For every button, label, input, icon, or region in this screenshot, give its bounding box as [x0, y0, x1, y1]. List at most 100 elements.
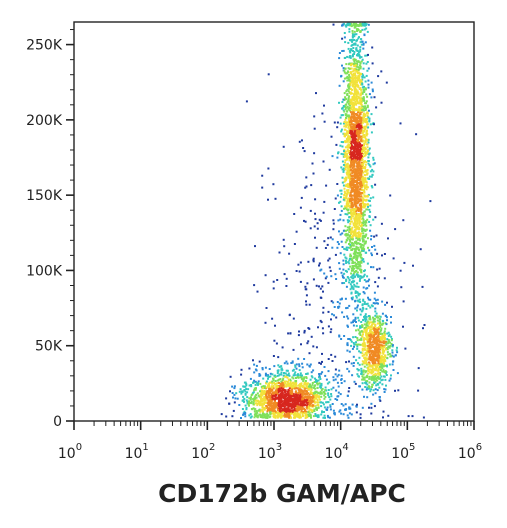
data-point — [330, 300, 333, 303]
data-point — [380, 70, 383, 73]
data-point — [278, 407, 281, 410]
data-point — [244, 404, 247, 407]
data-point — [352, 355, 355, 358]
data-point — [358, 220, 361, 223]
data-point — [386, 364, 388, 367]
data-point — [360, 212, 363, 215]
data-point — [349, 91, 352, 94]
data-point — [314, 394, 317, 397]
data-point — [363, 229, 366, 232]
data-point — [297, 392, 300, 395]
data-point — [306, 383, 309, 386]
data-point — [353, 345, 355, 348]
data-point — [250, 402, 253, 405]
data-point — [380, 341, 383, 344]
data-point — [352, 364, 355, 367]
data-point — [367, 368, 370, 371]
data-point — [348, 259, 351, 262]
data-point — [369, 318, 372, 321]
data-point — [336, 395, 339, 398]
data-point — [347, 390, 350, 393]
data-point — [284, 391, 287, 394]
data-point — [310, 388, 313, 391]
data-point — [356, 169, 359, 172]
data-point — [271, 382, 274, 385]
data-point — [365, 112, 368, 115]
data-point — [280, 367, 283, 370]
data-point — [344, 248, 347, 251]
data-point — [338, 335, 341, 338]
data-point — [361, 237, 364, 240]
data-point — [299, 374, 302, 377]
data-point — [353, 39, 356, 41]
data-point — [350, 183, 353, 186]
data-point — [363, 213, 366, 216]
data-point — [359, 99, 362, 102]
data-point — [382, 369, 385, 372]
data-point — [297, 376, 300, 379]
data-point — [350, 135, 353, 138]
data-point — [366, 383, 369, 386]
data-point — [353, 93, 355, 96]
data-point — [358, 292, 361, 295]
data-point — [356, 166, 359, 169]
data-point — [344, 24, 347, 27]
data-point — [381, 346, 384, 349]
data-point — [340, 338, 343, 340]
data-point — [348, 127, 351, 130]
data-point — [353, 35, 356, 38]
data-point — [349, 339, 352, 342]
data-point — [358, 239, 361, 242]
data-point — [370, 358, 373, 361]
data-point — [289, 395, 292, 398]
data-point — [348, 281, 351, 284]
data-point — [348, 172, 351, 175]
data-point — [359, 41, 362, 44]
data-point — [354, 290, 357, 293]
data-point — [361, 108, 364, 111]
data-point — [346, 140, 349, 143]
data-point — [288, 399, 291, 402]
data-point — [363, 292, 366, 295]
data-point — [363, 210, 366, 213]
data-point — [357, 108, 360, 111]
data-point — [345, 361, 348, 364]
data-point — [316, 416, 319, 419]
data-point — [329, 269, 332, 272]
data-point — [377, 349, 380, 351]
data-point — [355, 285, 358, 288]
data-point — [339, 252, 342, 255]
data-point — [255, 402, 257, 405]
data-point — [347, 137, 350, 139]
data-point — [228, 402, 231, 405]
data-point — [350, 237, 353, 240]
data-point — [243, 385, 246, 388]
data-point — [347, 121, 350, 124]
data-point — [352, 58, 355, 61]
data-point — [340, 189, 343, 192]
data-point — [315, 92, 317, 95]
data-point — [346, 237, 349, 240]
data-point — [364, 180, 366, 183]
data-point — [330, 275, 333, 278]
data-point — [352, 336, 355, 339]
data-point — [349, 222, 352, 225]
data-point — [356, 237, 359, 240]
data-point — [380, 327, 383, 330]
data-point — [351, 159, 354, 162]
data-point — [340, 412, 343, 415]
data-point — [273, 405, 275, 408]
data-point — [266, 412, 269, 415]
data-point — [267, 376, 270, 378]
data-point — [287, 401, 290, 404]
data-point — [360, 269, 363, 271]
data-point — [356, 174, 359, 177]
data-point — [357, 231, 360, 234]
data-point — [269, 396, 272, 398]
data-point — [323, 104, 325, 107]
data-point — [286, 376, 289, 379]
data-point — [276, 416, 279, 419]
data-point — [359, 191, 361, 194]
data-point — [280, 365, 283, 368]
data-point — [274, 380, 277, 382]
